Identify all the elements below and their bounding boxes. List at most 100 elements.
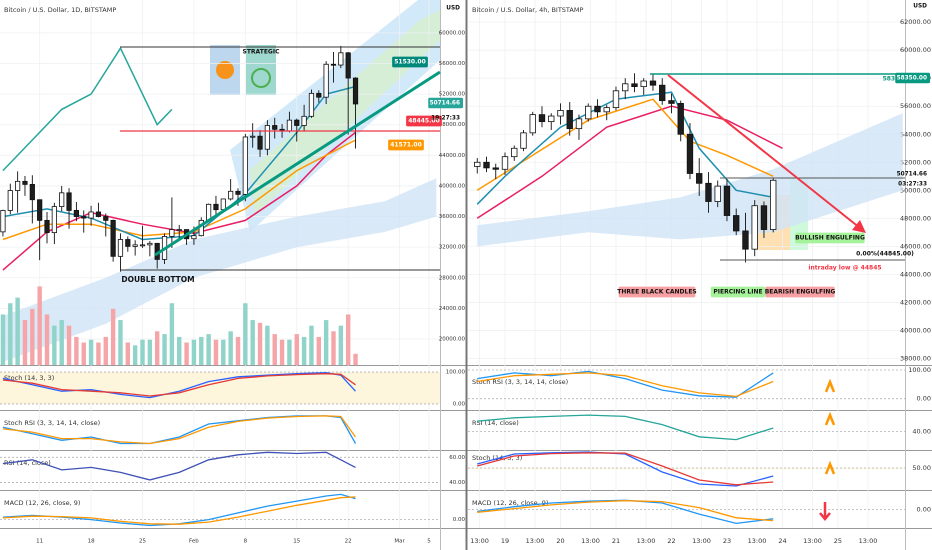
y-tick-label: 36000.00	[439, 214, 466, 220]
label-box	[428, 97, 463, 109]
y-tick-label: 44000.00	[439, 153, 466, 159]
volume-bar	[294, 334, 299, 365]
y-tick-label: 28000.00	[439, 275, 466, 281]
down-arrow	[819, 502, 831, 521]
indicator-line	[477, 451, 774, 487]
indicator-line	[2, 451, 356, 481]
volume-bar	[213, 339, 219, 365]
volume-bar	[177, 336, 182, 365]
candle-body	[594, 105, 601, 113]
candle-body	[294, 119, 300, 126]
x-tick-label: 11	[36, 539, 43, 545]
indicator-line	[2, 496, 356, 525]
candle-body	[575, 118, 583, 130]
candle-body	[622, 83, 629, 92]
candle-body	[191, 235, 197, 240]
x-tick-label: 24	[778, 537, 786, 545]
smiley-icon	[251, 68, 271, 88]
x-tick-label: 23	[723, 537, 731, 545]
label: BEARISH ENGULFING	[765, 289, 836, 296]
candle-body	[147, 242, 153, 246]
volume-bar	[88, 339, 94, 365]
volume-bar	[140, 339, 145, 365]
volume-bar	[52, 325, 57, 365]
candle-body	[612, 90, 620, 109]
label: 19:27:33	[431, 116, 460, 122]
x-tick-label: 19	[501, 537, 509, 545]
candle-body	[659, 84, 666, 102]
trend-line	[154, 70, 441, 257]
x-tick-label: 5	[427, 539, 431, 545]
label: intraday low @ 44845	[808, 265, 881, 272]
candle-body	[714, 185, 721, 202]
indicator-line	[2, 46, 173, 172]
y-tick-label: 40.00	[912, 427, 931, 435]
y-tick-label: 48000.00	[439, 122, 466, 128]
volume-bar	[250, 320, 255, 365]
candle-body	[501, 156, 509, 170]
volume-bar	[22, 320, 28, 365]
candle-body	[538, 114, 546, 123]
volume-bar	[169, 303, 175, 365]
pane-title: Stoch RSI (3, 3, 14, 14, close)	[472, 378, 568, 386]
x-tick-label: 13:00	[637, 537, 656, 545]
candle-body	[723, 185, 731, 216]
y-tick-label: 46000.00	[900, 242, 931, 250]
volume-bar	[0, 314, 6, 365]
y-tick-label: 40000.00	[439, 183, 466, 189]
label: DOUBLE BOTTOM	[121, 275, 194, 284]
label: PIERCING LINE	[713, 289, 762, 296]
y-tick-label: 38000.00	[900, 354, 931, 362]
candle-body	[132, 244, 138, 247]
bitcoin-icon	[216, 61, 234, 79]
candle-body	[73, 210, 79, 217]
volume-bar	[257, 322, 263, 365]
volume-bar	[103, 336, 108, 365]
volume-bar	[309, 325, 314, 365]
label: 50714.66	[430, 101, 460, 107]
volume-bar	[81, 342, 86, 365]
y-tick-label: 62000.00	[900, 18, 931, 26]
candle-body	[760, 205, 768, 230]
x-tick-label: 8	[244, 539, 248, 545]
candle-body	[301, 115, 307, 126]
candle-body	[352, 77, 359, 105]
x-tick-label: 18	[88, 539, 95, 545]
x-tick-label: 25	[834, 537, 842, 545]
candle-body	[66, 192, 72, 211]
candle-body	[81, 216, 87, 219]
candle-body	[631, 83, 638, 88]
y-tick-label: 48000.00	[900, 214, 931, 222]
candle-body	[103, 216, 109, 221]
y-tick-label: 50.00	[912, 464, 931, 472]
candle-body	[59, 192, 65, 208]
label: 48445.00	[408, 118, 440, 125]
x-tick-label: 21	[612, 537, 620, 545]
y-tick-label: 0.00	[453, 401, 466, 407]
volume-bar	[118, 320, 123, 365]
x-tick-label: 15	[293, 539, 300, 545]
candle-body	[37, 199, 43, 221]
volume-bar	[154, 331, 160, 365]
volume-bar	[206, 334, 211, 365]
candle-body	[316, 92, 322, 98]
volume-bar	[132, 345, 138, 365]
candle-body	[770, 179, 777, 230]
y-tick-label: 100.00	[908, 366, 931, 374]
candle-body	[7, 190, 13, 211]
y-tick-label: 52000.00	[439, 92, 466, 98]
candle-body	[220, 198, 226, 211]
pane-title: RSI (14, close)	[472, 419, 519, 427]
volume-bar	[331, 331, 336, 365]
label-box	[795, 232, 865, 244]
label-box	[710, 286, 766, 298]
volume-bar	[66, 325, 72, 365]
volume-bar	[221, 339, 226, 365]
label: 51530.00	[394, 59, 426, 66]
candle-body	[557, 110, 564, 117]
y-tick-label: 0.00	[453, 517, 466, 523]
volume-bar	[147, 339, 153, 365]
pane-title: Stoch (14, 3, 3)	[4, 374, 54, 382]
label: STRATEGIC	[243, 49, 281, 56]
label: 58350	[883, 76, 904, 83]
